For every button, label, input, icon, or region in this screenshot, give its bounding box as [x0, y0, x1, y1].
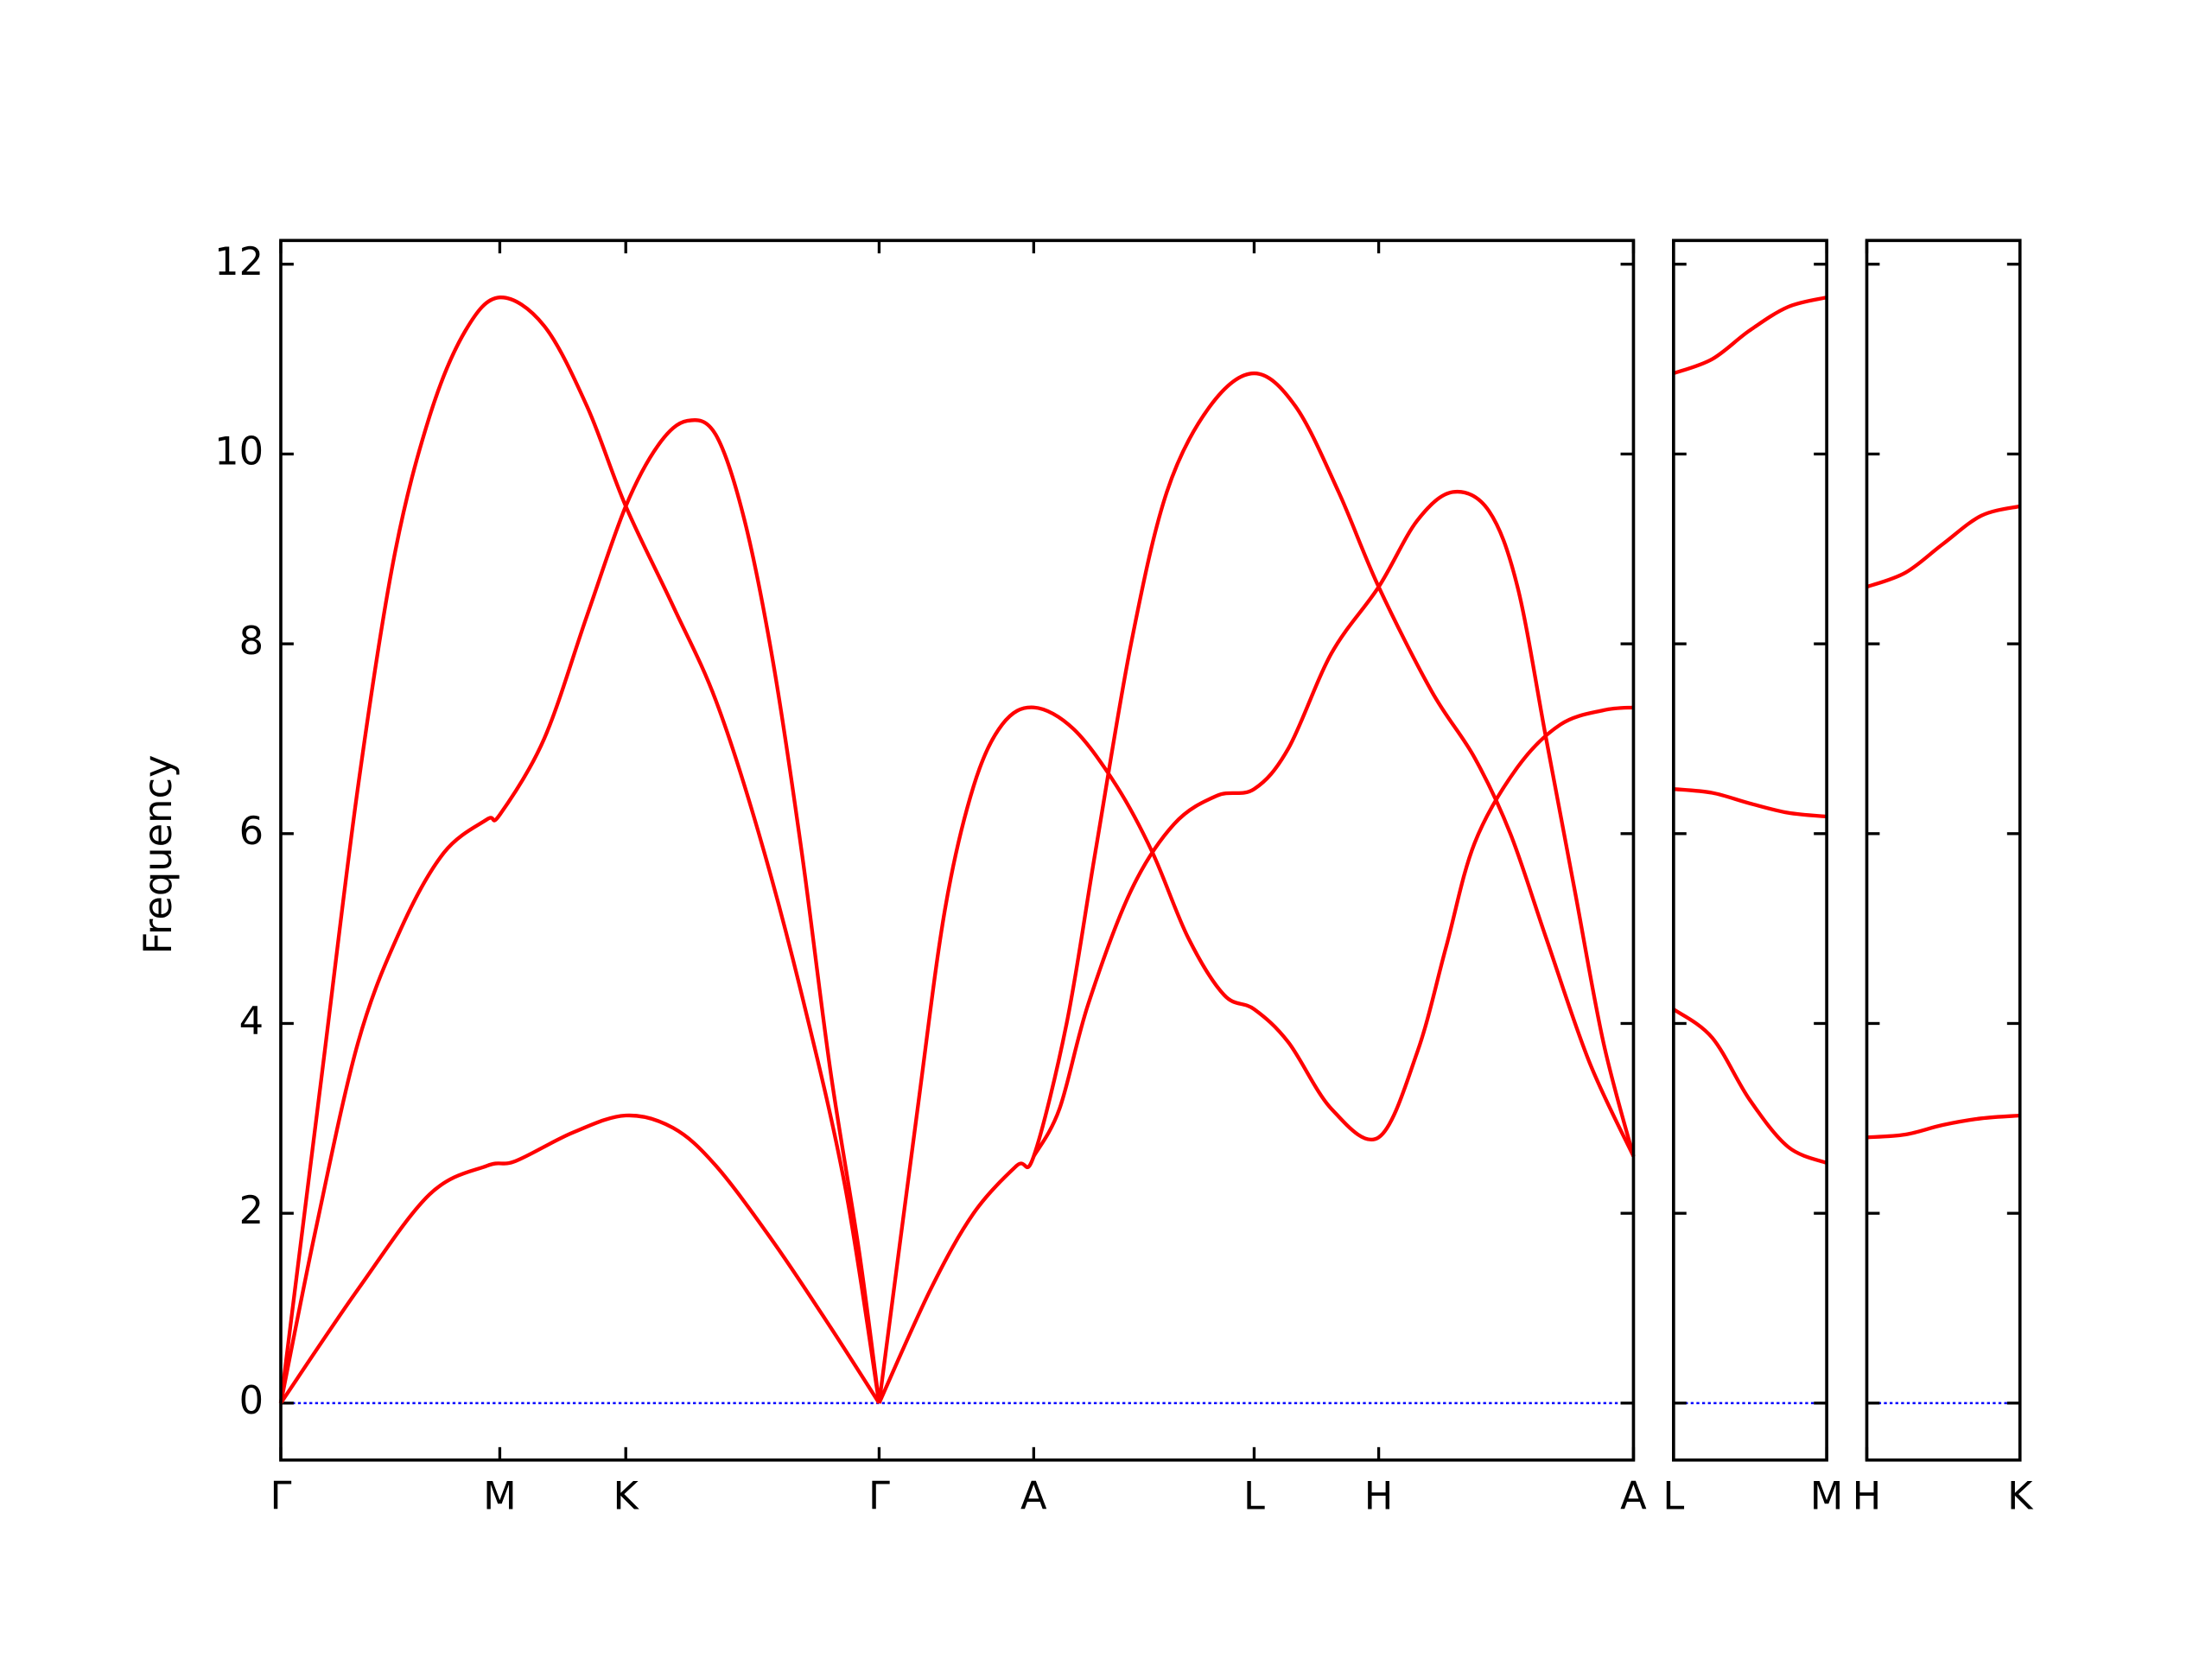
band-line: [877, 371, 1636, 1404]
x-tick-label: Γ: [270, 1472, 292, 1518]
x-tick-label: Γ: [868, 1472, 890, 1518]
plot-frame: [279, 238, 1636, 1462]
band-line: [278, 296, 881, 1404]
band-line: [1866, 1113, 2020, 1140]
band-line: [1672, 1007, 1827, 1165]
x-tick-label: H: [1364, 1472, 1394, 1518]
band-line: [1866, 504, 2021, 589]
y-axis-label: Frequency: [135, 754, 181, 954]
plot-frame: [1865, 238, 2022, 1462]
plot-frame: [1672, 238, 1828, 1462]
band-line: [1673, 296, 1827, 376]
x-tick-label: H: [1853, 1472, 1882, 1518]
band-line: [877, 705, 1634, 1404]
y-tick-label: 8: [239, 618, 264, 664]
x-tick-label: A: [1620, 1472, 1647, 1518]
band-line: [1673, 787, 1827, 819]
y-tick-label: 6: [239, 808, 264, 854]
band-line: [1032, 489, 1636, 1158]
y-tick-label: 10: [214, 428, 264, 474]
band-line: [278, 417, 881, 1404]
band-line: [279, 1113, 881, 1405]
x-tick-label: M: [483, 1472, 517, 1518]
x-tick-label: A: [1020, 1472, 1047, 1518]
y-tick-label: 0: [239, 1377, 264, 1423]
x-tick-label: L: [1243, 1472, 1265, 1518]
x-tick-label: K: [613, 1472, 640, 1518]
x-tick-label: M: [1810, 1472, 1844, 1518]
x-tick-label: L: [1662, 1472, 1684, 1518]
y-tick-label: 4: [239, 997, 264, 1043]
y-tick-label: 2: [239, 1187, 264, 1233]
y-tick-label: 12: [214, 238, 264, 284]
x-tick-label: K: [2007, 1472, 2034, 1518]
